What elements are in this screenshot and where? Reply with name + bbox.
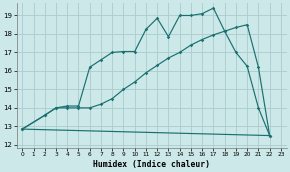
X-axis label: Humidex (Indice chaleur): Humidex (Indice chaleur) [93, 159, 210, 169]
